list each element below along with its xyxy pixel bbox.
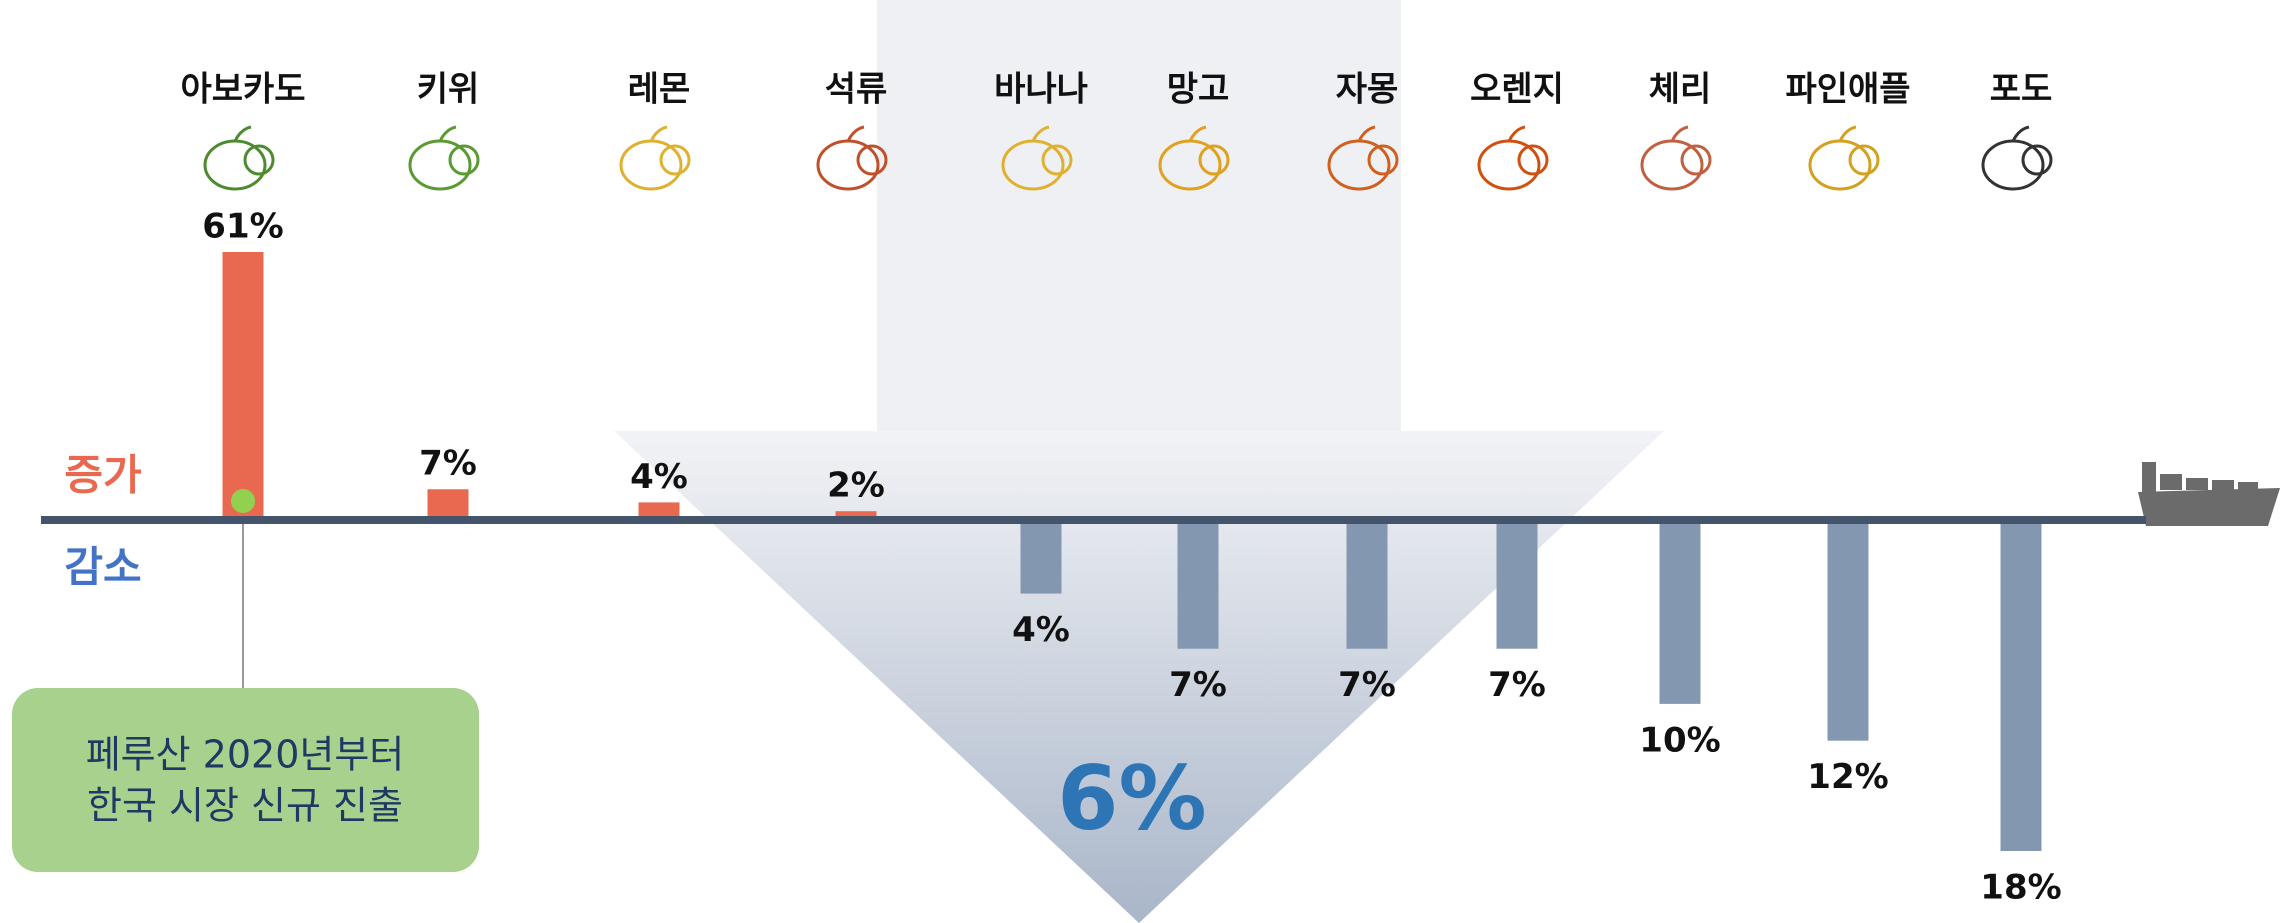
arrow-background xyxy=(614,0,1664,923)
category-label: 파인애플 xyxy=(1785,70,1910,110)
fruit-icon xyxy=(1981,125,2053,191)
category-label: 망고 xyxy=(1167,70,1230,110)
note-text: 페루산 2020년부터 xyxy=(86,733,405,777)
fruit-icon xyxy=(1808,125,1880,191)
bar xyxy=(1177,520,1219,649)
category-label: 아보카도 xyxy=(180,70,305,110)
bars xyxy=(222,252,2042,851)
fruit-icon xyxy=(408,125,480,191)
icon-shape xyxy=(243,144,275,176)
value-label: 61% xyxy=(202,207,283,247)
icon-shape xyxy=(1517,144,1549,176)
value-label: 12% xyxy=(1807,757,1888,797)
bar xyxy=(835,511,877,520)
bar xyxy=(1020,520,1062,594)
icon-shape xyxy=(233,125,252,142)
fruit-icon xyxy=(1640,125,1712,191)
note-box xyxy=(12,688,479,872)
icon-shape xyxy=(203,139,267,191)
icon-shape xyxy=(1198,144,1230,176)
value-label: 10% xyxy=(1639,720,1720,760)
value-label: 7% xyxy=(1338,665,1396,705)
icon-shape xyxy=(816,139,880,191)
icon-shape xyxy=(856,144,888,176)
bar xyxy=(222,252,264,520)
category-label: 체리 xyxy=(1649,70,1712,110)
icon-shape xyxy=(1188,125,1207,142)
value-label: 18% xyxy=(1980,868,2061,908)
fruit-icon xyxy=(619,125,691,191)
icon-shape xyxy=(846,125,865,142)
category-label: 석류 xyxy=(825,70,888,110)
icon-shape xyxy=(1041,144,1073,176)
icon-shape xyxy=(2011,125,2030,142)
category-label: 키위 xyxy=(417,70,480,110)
fruit-icon xyxy=(1001,125,1073,191)
fruit-icon xyxy=(816,125,888,191)
icon-shape xyxy=(1981,139,2045,191)
up-label: 증가 xyxy=(64,451,141,500)
icon-shape xyxy=(1357,125,1376,142)
category-label: 포도 xyxy=(1990,70,2053,110)
bar xyxy=(1346,520,1388,649)
note-text: 한국 시장 신규 진출 xyxy=(87,784,403,828)
icon-shape xyxy=(408,139,472,191)
fruit-icon xyxy=(1158,125,1230,191)
icon-shape xyxy=(1670,125,1689,142)
icon-shape xyxy=(1367,144,1399,176)
icon-shape xyxy=(1477,139,1541,191)
icon-shape xyxy=(1680,144,1712,176)
icon-shape xyxy=(1640,139,1704,191)
icon-shape xyxy=(448,144,480,176)
icon-shape xyxy=(619,139,683,191)
ship-icon xyxy=(2138,462,2280,526)
bar xyxy=(638,502,680,520)
icon-shape xyxy=(1507,125,1526,142)
category-label: 자몽 xyxy=(1336,70,1399,110)
icon-shape xyxy=(1838,125,1857,142)
marker-dot xyxy=(231,489,255,513)
category-label: 바나나 xyxy=(994,70,1088,110)
fruit-icon xyxy=(203,125,275,191)
value-label: 7% xyxy=(1488,665,1546,705)
icon-shape xyxy=(649,125,668,142)
value-label: 4% xyxy=(1012,610,1070,650)
icon-shape xyxy=(1031,125,1050,142)
fruit-icon xyxy=(1477,125,1549,191)
icon-shape xyxy=(1848,144,1880,176)
icon-shape xyxy=(438,125,457,142)
bar xyxy=(1827,520,1869,741)
bar xyxy=(1659,520,1701,704)
icon-shape xyxy=(1808,139,1872,191)
icon-shape xyxy=(2021,144,2053,176)
icon-shape xyxy=(659,144,691,176)
bar xyxy=(427,489,469,520)
fruit-icon xyxy=(1327,125,1399,191)
value-label: 2% xyxy=(827,466,885,506)
value-label: 7% xyxy=(1169,665,1227,705)
bar xyxy=(2000,520,2042,851)
value-label: 7% xyxy=(419,444,477,484)
down-label: 감소 xyxy=(64,543,141,592)
value-label: 4% xyxy=(630,457,688,497)
category-label: 오렌지 xyxy=(1470,70,1564,110)
average-label: 6% xyxy=(1057,747,1206,850)
category-label: 레몬 xyxy=(628,70,691,110)
bar xyxy=(1496,520,1538,649)
